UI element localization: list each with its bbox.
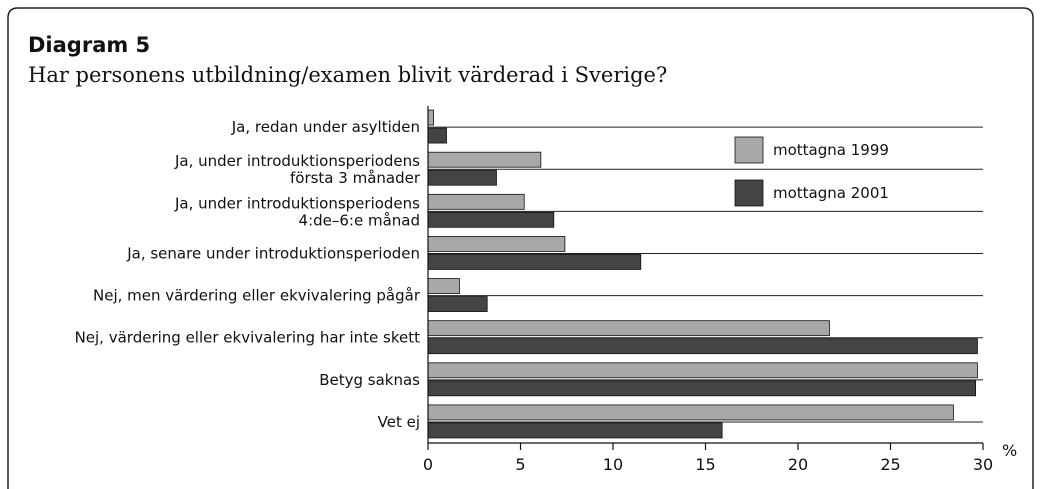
x-tick-label: 10	[603, 455, 623, 474]
y-tick-label: Ja, senare under introduktionsperioden	[126, 244, 420, 262]
bar	[427, 109, 434, 126]
bar	[427, 151, 542, 168]
y-tick-label-line: Ja, under introduktionsperiodens	[174, 152, 420, 170]
y-tick-label: Nej, värdering eller ekvivalering har in…	[75, 329, 421, 347]
x-axis-label: %	[1002, 441, 1017, 460]
bar	[427, 193, 525, 210]
x-tick-label: 5	[515, 455, 525, 474]
bar	[427, 254, 642, 270]
y-tick-label-line: 4:de–6:e månad	[299, 211, 420, 229]
y-tick-label-line: Ja, redan under asyltiden	[231, 118, 420, 136]
bar	[427, 380, 976, 397]
x-tick-label: 30	[973, 455, 993, 474]
bar	[427, 404, 954, 421]
chart-subtitle: Har personens utbildning/examen blivit v…	[28, 63, 667, 87]
bar	[427, 296, 488, 312]
y-tick-label-line: Ja, senare under introduktionsperioden	[126, 244, 420, 262]
bar	[427, 362, 978, 379]
frame	[7, 7, 1034, 489]
y-tick-label-line: Nej, värdering eller ekvivalering har in…	[75, 329, 421, 347]
bar	[427, 422, 723, 439]
legend-swatch	[734, 136, 764, 164]
x-tick-label: 20	[788, 455, 808, 474]
chart-title: Diagram 5	[28, 33, 150, 57]
x-tick-label: 0	[423, 455, 433, 474]
y-tick-label: Nej, men värdering eller ekvivalering på…	[93, 287, 421, 305]
y-tick-label-line: Ja, under introduktionsperiodens	[174, 194, 420, 212]
y-tick-label: Ja, under introduktionsperiodens 4:de–6:e…	[174, 194, 420, 229]
y-tick-label-line: första 3 månader	[290, 169, 421, 187]
x-tick-label: 15	[695, 455, 715, 474]
legend-label: mottagna 1999	[773, 141, 889, 159]
bar	[427, 236, 566, 252]
legend-swatch	[734, 179, 764, 207]
bar	[427, 211, 555, 228]
bar	[427, 169, 497, 186]
y-tick-label-line: Nej, men värdering eller ekvivalering på…	[93, 287, 421, 305]
bar	[427, 278, 460, 294]
bar	[427, 320, 830, 337]
x-tick-label: 25	[880, 455, 900, 474]
y-tick-label: Betyg saknas	[319, 371, 420, 389]
y-tick-label: Vet ej	[378, 413, 420, 431]
bar	[427, 338, 978, 355]
y-tick-label: Ja, under introduktionsperiodens första 3…	[174, 152, 421, 187]
y-tick-label-line: Betyg saknas	[319, 371, 420, 389]
y-tick-label-line: Vet ej	[378, 413, 420, 431]
y-tick-label: Ja, redan under asyltiden	[231, 118, 420, 136]
bar	[427, 127, 447, 144]
legend-label: mottagna 2001	[773, 184, 889, 202]
